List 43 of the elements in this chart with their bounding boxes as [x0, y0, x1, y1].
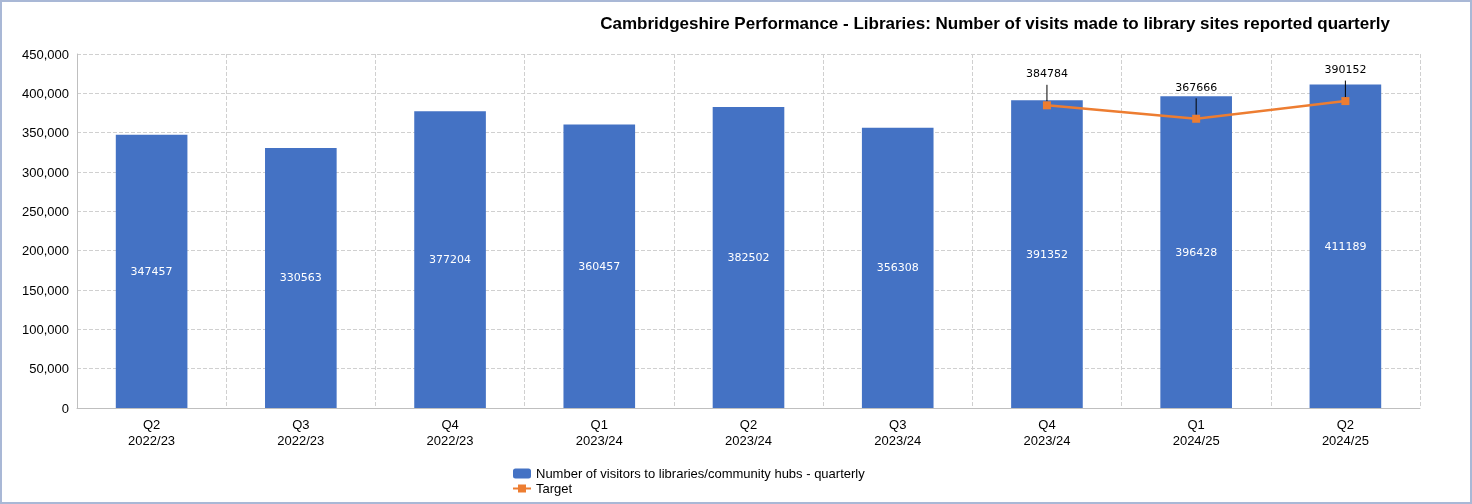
- bar: [265, 147, 337, 408]
- data-label: 382502: [727, 251, 770, 265]
- data-label: 356308: [876, 261, 919, 275]
- y-tick-label: 100,000: [22, 321, 69, 337]
- x-tick-label: Q3 2022/23: [277, 416, 325, 448]
- x-tick-label: Q2 2023/24: [725, 416, 772, 448]
- y-tick-label: 0: [61, 400, 69, 416]
- bar: [414, 111, 486, 408]
- data-label: 411189: [1324, 239, 1367, 253]
- x-tick-label: Q3 2023/24: [874, 416, 922, 448]
- bar: [1160, 96, 1232, 408]
- y-tick-label: 400,000: [22, 85, 69, 101]
- bar: [563, 124, 636, 408]
- data-label: 396428: [1175, 245, 1218, 259]
- x-tick-label: Q2 2022/23: [128, 416, 176, 448]
- y-tick-label: 350,000: [22, 125, 69, 141]
- y-tick-label: 250,000: [22, 203, 69, 219]
- y-tick-label: 50,000: [29, 361, 69, 377]
- data-label: 367666: [1175, 80, 1218, 94]
- data-label: 360457: [578, 259, 621, 273]
- bar: [1011, 100, 1083, 408]
- y-tick-label: 300,000: [22, 164, 69, 180]
- y-tick-label: 450,000: [22, 46, 69, 62]
- data-label: 391352: [1025, 247, 1068, 261]
- x-tick-label: Q4 2023/24: [1023, 416, 1071, 448]
- data-label: 347457: [130, 264, 173, 278]
- bar: [712, 107, 785, 408]
- legend-label: Number of visitors to libraries/community hubs - quarterly: [536, 466, 866, 481]
- data-label: 377204: [429, 253, 472, 267]
- y-tick-label: 200,000: [22, 243, 69, 259]
- data-label: 330563: [279, 271, 322, 285]
- x-tick-label: Q4 2022/23: [426, 416, 474, 448]
- y-tick-label: 150,000: [22, 282, 69, 298]
- x-tick-label: Q2 2024/25: [1321, 416, 1369, 448]
- data-label: 384784: [1025, 67, 1068, 81]
- bar: [115, 134, 188, 408]
- x-tick-label: Q1 2023/24: [575, 416, 623, 448]
- data-label: 390152: [1324, 63, 1367, 77]
- bar: [1309, 84, 1382, 408]
- chart-title: Cambridgeshire Performance - Libraries: Number of visits made to library sites reported quarterly: [600, 14, 1391, 33]
- legend-label: Target: [536, 481, 573, 496]
- x-tick-label: Q1 2024/25: [1172, 416, 1220, 448]
- bar: [861, 127, 934, 408]
